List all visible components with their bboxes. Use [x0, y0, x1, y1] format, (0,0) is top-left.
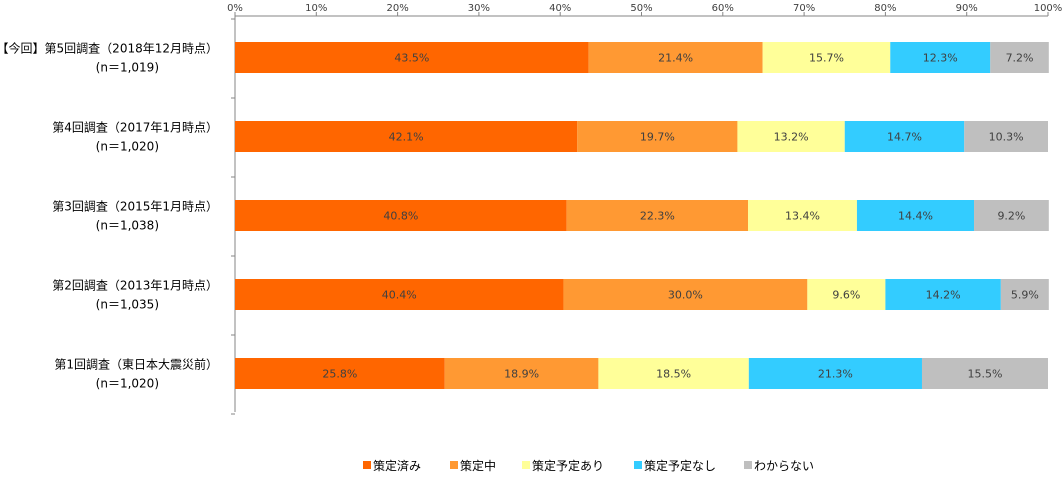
- x-tick-label: 60%: [712, 3, 734, 14]
- data-label: 15.7%: [809, 52, 844, 65]
- bar-segment: [235, 279, 564, 310]
- category-label: 第3回調査（2015年1月時点）: [52, 200, 218, 214]
- bar-segment: [235, 358, 445, 389]
- bar-segment: [444, 358, 599, 389]
- bar-segment: [598, 358, 749, 389]
- category-label: 第2回調査（2013年1月時点）: [52, 279, 218, 293]
- data-label: 19.7%: [640, 131, 675, 144]
- legend-label: 策定中: [460, 458, 496, 473]
- data-label: 9.2%: [997, 210, 1025, 223]
- bar-segment: [577, 121, 738, 152]
- category-label: 第4回調査（2017年1月時点）: [52, 121, 218, 135]
- category-sample-size: (n＝1,020): [96, 140, 159, 154]
- bar-segment: [964, 121, 1048, 152]
- bar-segment: [974, 200, 1049, 231]
- legend-swatch: [450, 461, 458, 469]
- bars: 43.5% 21.4% 15.7% 12.3% 7.2% 42.1% 19.7% 13.2% 1…: [235, 42, 1049, 389]
- x-tick-label: 10%: [305, 3, 327, 14]
- x-tick-label: 70%: [793, 3, 815, 14]
- bar-segment: [737, 121, 845, 152]
- x-tick-label: 30%: [468, 3, 490, 14]
- data-label: 40.8%: [383, 210, 418, 223]
- data-label: 18.5%: [656, 368, 691, 381]
- legend-label: 策定予定あり: [532, 458, 604, 473]
- legend-swatch: [363, 461, 371, 469]
- bar-segment: [1000, 279, 1049, 310]
- bar-segment: [235, 42, 589, 73]
- x-tick-label: 90%: [956, 3, 978, 14]
- data-label: 43.5%: [394, 52, 429, 65]
- bar-segment: [921, 358, 1048, 389]
- legend-label: 策定済み: [373, 458, 421, 473]
- category-label: 【今回】第5回調査（2018年12月時点）: [0, 41, 218, 56]
- data-label: 22.3%: [640, 210, 675, 223]
- data-label: 7.2%: [1006, 52, 1034, 65]
- category-sample-size: (n＝1,035): [96, 298, 159, 312]
- data-label: 21.4%: [658, 52, 693, 65]
- data-label: 25.8%: [322, 368, 357, 381]
- x-tick-label: 40%: [549, 3, 571, 14]
- category-sample-size: (n＝1,019): [96, 61, 159, 75]
- data-label: 42.1%: [389, 131, 424, 144]
- category-sample-size: (n＝1,038): [96, 219, 159, 233]
- category-sample-size: (n＝1,020): [96, 377, 159, 391]
- category-label: 第1回調査（東日本大震災前）: [54, 357, 218, 372]
- data-label: 30.0%: [668, 289, 703, 302]
- bar-segment: [885, 279, 1001, 310]
- bar-segment: [748, 358, 922, 389]
- bar-segment: [566, 200, 749, 231]
- bar-segment: [563, 279, 808, 310]
- legend: 策定済み 策定中 策定予定あり 策定予定なし わからない: [363, 458, 814, 473]
- x-tick-label: 20%: [386, 3, 408, 14]
- data-label: 40.4%: [382, 289, 417, 302]
- legend-swatch: [744, 461, 752, 469]
- data-label: 10.3%: [989, 131, 1024, 144]
- bar-segment: [844, 121, 965, 152]
- data-label: 13.4%: [785, 210, 820, 223]
- data-label: 18.9%: [504, 368, 539, 381]
- data-label: 15.5%: [968, 368, 1003, 381]
- bar-segment: [235, 200, 567, 231]
- category-axis: 【今回】第5回調査（2018年12月時点） (n＝1,019) 第4回調査（2017…: [0, 16, 236, 415]
- x-tick-label: 0%: [227, 3, 243, 14]
- x-tick-label: 50%: [630, 3, 652, 14]
- bar-segment: [890, 42, 991, 73]
- bar-segment: [235, 121, 578, 152]
- bar-segment: [990, 42, 1049, 73]
- bar-segment: [748, 200, 857, 231]
- data-label: 5.9%: [1011, 289, 1039, 302]
- legend-label: わからない: [754, 459, 814, 473]
- bar-segment: [807, 279, 886, 310]
- data-label: 12.3%: [923, 52, 958, 65]
- data-label: 9.6%: [832, 289, 860, 302]
- bar-segment: [588, 42, 763, 73]
- data-label: 14.7%: [887, 131, 922, 144]
- x-tick-label: 100%: [1034, 3, 1063, 14]
- data-label: 21.3%: [818, 368, 853, 381]
- x-tick-label: 80%: [874, 3, 896, 14]
- legend-label: 策定予定なし: [644, 458, 716, 473]
- data-label: 13.2%: [774, 131, 809, 144]
- legend-swatch: [634, 461, 642, 469]
- legend-swatch: [522, 461, 530, 469]
- data-label: 14.2%: [926, 289, 961, 302]
- bar-segment: [762, 42, 891, 73]
- data-label: 14.4%: [898, 210, 933, 223]
- bar-segment: [856, 200, 975, 231]
- x-axis-ticks: 0% 10% 20% 30% 40% 50% 60% 70% 80% 90% 100%: [227, 3, 1063, 17]
